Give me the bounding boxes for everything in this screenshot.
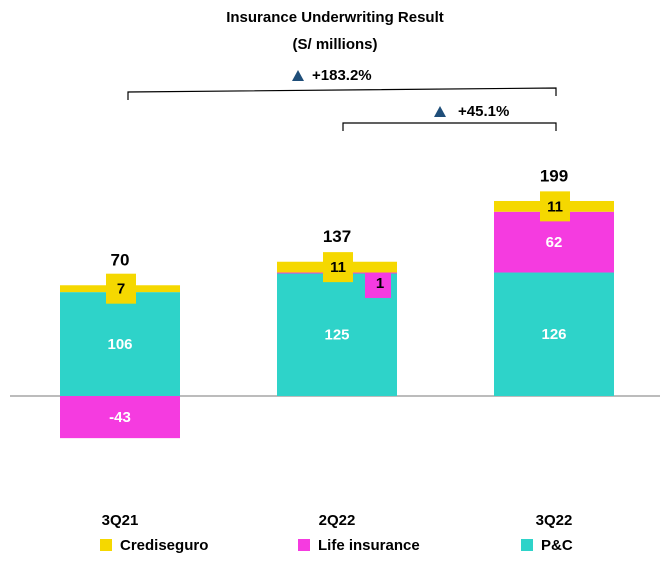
data-label: 106 — [107, 336, 132, 353]
bracket — [127, 87, 557, 131]
x-tick-label: 3Q21 — [102, 512, 139, 529]
data-label: 62 — [546, 234, 563, 251]
label-box — [365, 268, 391, 299]
x-tick-label: 2Q22 — [319, 512, 356, 529]
data-label: -43 — [109, 409, 131, 426]
legend-swatch — [298, 539, 310, 551]
data-label: 126 — [541, 326, 566, 343]
label-box — [323, 252, 353, 283]
chart-title: Insurance Underwriting Result — [226, 9, 444, 26]
data-label: 1 — [376, 275, 384, 292]
legend-label: Life insurance — [318, 537, 420, 554]
data-label: 11 — [547, 198, 563, 215]
x-tick-label: 3Q22 — [536, 512, 573, 529]
annotation: +45.1% — [458, 103, 509, 120]
total-label: 70 — [111, 251, 130, 270]
bar-segment — [60, 292, 180, 396]
total-label: 137 — [323, 227, 351, 246]
chart-subtitle: (S/ millions) — [292, 36, 377, 53]
total-label: 199 — [540, 166, 568, 185]
legend-swatch — [100, 539, 112, 551]
triangle-icon — [434, 106, 446, 117]
legend-label: P&C — [541, 537, 573, 554]
data-label: 7 — [117, 281, 125, 298]
triangle-icon — [292, 70, 304, 81]
bar-segment — [494, 211, 614, 273]
bar-segment — [494, 272, 614, 396]
label-box — [540, 191, 570, 222]
annotation: +183.2% — [312, 67, 372, 84]
bar-segment — [60, 396, 180, 439]
legend-swatch — [521, 539, 533, 551]
legend-label: Crediseguro — [120, 537, 208, 554]
data-label: 125 — [324, 327, 349, 344]
data-label: 11 — [330, 259, 346, 276]
label-box — [106, 273, 136, 304]
